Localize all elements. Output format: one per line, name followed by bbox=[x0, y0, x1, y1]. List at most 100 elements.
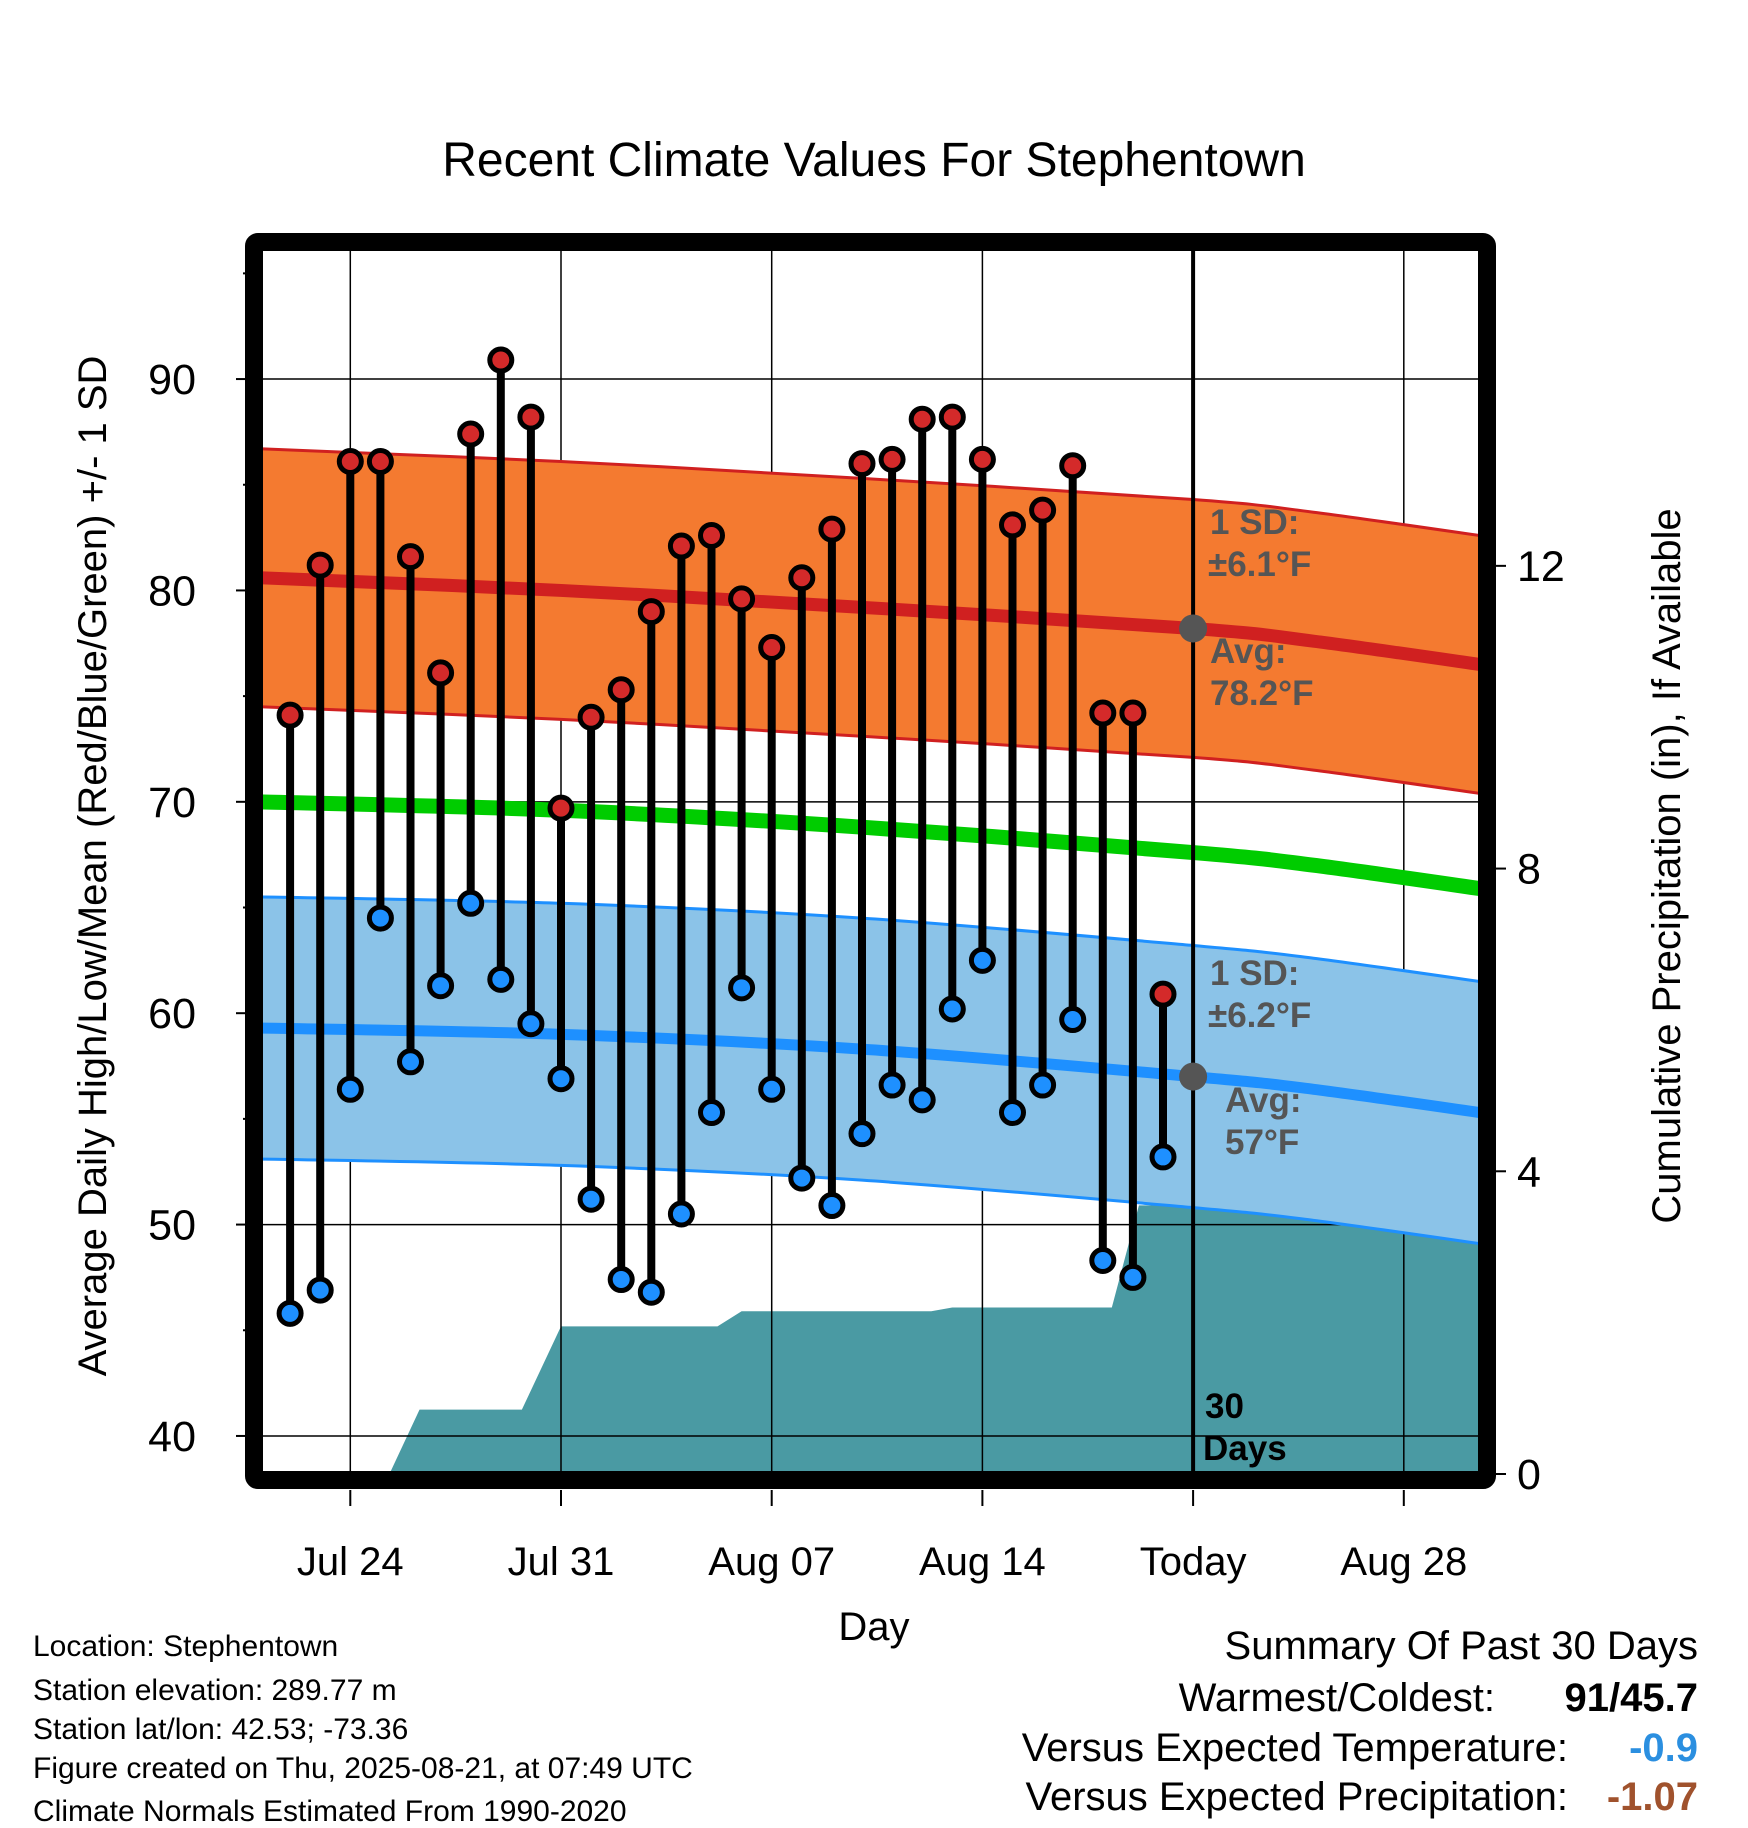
high-temp-point bbox=[547, 794, 575, 822]
high-normal-band-lower-edge bbox=[260, 705, 1481, 796]
x-tick-label: Jul 24 bbox=[297, 1540, 404, 1584]
y-tick-label: 50 bbox=[148, 1202, 196, 1250]
precip-departure-value: -1.07 bbox=[1607, 1775, 1698, 1819]
x-tick-label: Aug 28 bbox=[1340, 1540, 1467, 1584]
high-temp-point bbox=[517, 403, 545, 431]
low-temp-point bbox=[397, 1048, 424, 1076]
high-temp-point bbox=[968, 445, 996, 473]
low-temp-point bbox=[336, 1075, 364, 1103]
high-temp-point bbox=[336, 447, 364, 475]
low-avg-value: 57°F bbox=[1225, 1123, 1299, 1162]
high-temp-point bbox=[637, 598, 665, 626]
precipitation-area bbox=[260, 1205, 1481, 1474]
low-temp-point bbox=[788, 1164, 816, 1192]
high-normal-today-point bbox=[1179, 614, 1208, 643]
high-temp-point bbox=[1089, 699, 1117, 727]
low-normal-today-point bbox=[1179, 1062, 1208, 1091]
low-temp-point bbox=[517, 1010, 545, 1038]
x-axis-ticks: Jul 24 Jul 31 Aug 07 Aug 14 Today Aug 28 bbox=[297, 1490, 1467, 1584]
high-sd-value: ±6.1°F bbox=[1208, 545, 1311, 584]
warm-cold-separator: / bbox=[1609, 1676, 1620, 1720]
precip-departure-label: Versus Expected Precipitation: bbox=[1025, 1775, 1568, 1819]
footer-created: Figure created on Thu, 2025-08-21, at 07… bbox=[33, 1752, 693, 1785]
low-temp-point bbox=[1119, 1263, 1147, 1291]
period-days-value: 30 bbox=[1205, 1387, 1244, 1426]
low-normal-line bbox=[260, 1022, 1481, 1119]
high-temp-point bbox=[427, 659, 455, 687]
today-marker bbox=[1179, 248, 1208, 1474]
footer-latlon: Station lat/lon: 42.53; -73.36 bbox=[33, 1713, 408, 1746]
y-tick-label: 90 bbox=[148, 356, 196, 404]
high-temp-point bbox=[698, 521, 725, 549]
x-tick-label: Today bbox=[1140, 1540, 1247, 1584]
high-temp-point bbox=[878, 445, 906, 473]
high-temp-point bbox=[999, 511, 1026, 539]
high-temp-point bbox=[1029, 496, 1057, 524]
low-temp-point bbox=[547, 1065, 575, 1093]
low-normal-band-upper-edge bbox=[260, 895, 1481, 984]
precip-tick-label: 0 bbox=[1517, 1451, 1541, 1499]
right-axis-ticks: 0 4 8 12 bbox=[1490, 543, 1565, 1499]
low-temp-point bbox=[276, 1299, 304, 1327]
low-temp-point bbox=[1059, 1006, 1087, 1034]
plot-frame bbox=[245, 233, 1496, 1489]
low-sd-value: ±6.2°F bbox=[1208, 996, 1311, 1035]
y-tick-label: 40 bbox=[148, 1413, 196, 1461]
high-temp-point bbox=[667, 532, 695, 560]
footer-location: Location: Stephentown bbox=[33, 1630, 338, 1663]
low-temp-point bbox=[427, 972, 455, 1000]
y-tick-label: 70 bbox=[148, 779, 196, 827]
low-normal-band-lower-edge bbox=[260, 1157, 1481, 1246]
high-temp-point bbox=[1119, 699, 1147, 727]
high-temp-point bbox=[457, 420, 485, 448]
high-temp-point bbox=[366, 447, 394, 475]
coldest-value: 45.7 bbox=[1620, 1676, 1698, 1720]
precip-tick-label: 12 bbox=[1517, 543, 1565, 591]
high-avg-value: 78.2°F bbox=[1210, 674, 1314, 713]
high-sd-label: 1 SD: bbox=[1210, 503, 1299, 542]
high-temp-point bbox=[908, 405, 936, 433]
low-temp-point bbox=[968, 946, 996, 974]
low-temp-point bbox=[878, 1071, 906, 1099]
precip-tick-label: 4 bbox=[1517, 1148, 1541, 1196]
footer-elevation: Station elevation: 289.77 m bbox=[33, 1674, 397, 1707]
warm-cold-label: Warmest/Coldest: bbox=[1179, 1676, 1495, 1720]
high-temp-point bbox=[487, 346, 515, 374]
low-temp-point bbox=[577, 1185, 605, 1213]
low-normal-band bbox=[260, 896, 1481, 1244]
high-temp-point bbox=[848, 450, 876, 478]
summary-heading: Summary Of Past 30 Days bbox=[1225, 1624, 1698, 1668]
low-temp-point bbox=[637, 1278, 665, 1306]
observed-temperature-layer bbox=[276, 346, 1177, 1327]
y-axis-label-left: Average Daily High/Low/Mean (Red/Blue/Gr… bbox=[71, 356, 115, 1377]
warmest-value: 91 bbox=[1565, 1676, 1610, 1720]
low-temp-point bbox=[818, 1192, 846, 1220]
warm-cold-value: 91/45.7 bbox=[1565, 1676, 1698, 1720]
low-temp-point bbox=[758, 1075, 786, 1103]
low-temp-point bbox=[366, 904, 394, 932]
x-tick-label: Aug 14 bbox=[919, 1540, 1046, 1584]
y-tick-label: 60 bbox=[148, 990, 196, 1038]
high-normal-band bbox=[260, 448, 1481, 794]
low-temp-point bbox=[457, 889, 485, 917]
footer-normals: Climate Normals Estimated From 1990-2020 bbox=[33, 1795, 627, 1828]
high-avg-label: Avg: bbox=[1210, 632, 1286, 671]
high-temp-point bbox=[818, 515, 846, 543]
left-axis-ticks: 40 50 60 70 80 90 bbox=[148, 272, 252, 1461]
low-temp-point bbox=[728, 974, 756, 1002]
high-temp-point bbox=[577, 703, 605, 731]
high-temp-point bbox=[276, 701, 304, 729]
annotations: 1 SD: ±6.1°F Avg: 78.2°F 1 SD: ±6.2°F Av… bbox=[1203, 503, 1314, 1468]
x-tick-label: Aug 07 bbox=[708, 1540, 835, 1584]
high-temp-point bbox=[788, 564, 816, 592]
low-avg-label: Avg: bbox=[1225, 1081, 1301, 1120]
x-tick-label: Jul 31 bbox=[508, 1540, 615, 1584]
period-days-unit: Days bbox=[1203, 1429, 1287, 1468]
high-temp-point bbox=[1059, 452, 1087, 480]
y-tick-label: 80 bbox=[148, 567, 196, 615]
high-temp-point bbox=[607, 676, 635, 704]
low-temp-point bbox=[908, 1086, 936, 1114]
high-temp-point bbox=[1149, 980, 1177, 1008]
normals-bands bbox=[260, 447, 1481, 1246]
